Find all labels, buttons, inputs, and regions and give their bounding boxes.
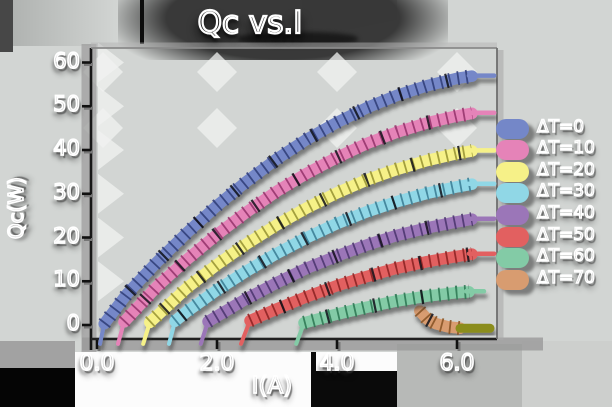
curve-marker-ticks xyxy=(302,284,470,330)
bottom-right-corner-panel xyxy=(522,341,612,407)
curve-ΔT=30 xyxy=(167,176,497,346)
y-tick-label: 40 xyxy=(52,135,80,161)
legend-label: ΔT=50 xyxy=(536,224,595,245)
curves xyxy=(98,68,497,346)
xtick-white-halo-panel xyxy=(316,352,397,371)
legend-label: ΔT=0 xyxy=(536,116,585,137)
top-black-line-artifact xyxy=(140,0,144,44)
x-axis-label: I(A) xyxy=(251,372,293,400)
bottom-left-gray-strip xyxy=(0,341,75,368)
legend-swatch xyxy=(496,118,529,139)
y-tick-label: 60 xyxy=(52,48,80,74)
top-left-gradient-artifact xyxy=(13,0,118,46)
curve-marker-ticks xyxy=(247,247,474,328)
bottom-left-black-rect xyxy=(0,368,75,407)
y-axis-label: Qc(W) xyxy=(3,176,29,240)
legend-label: ΔT=60 xyxy=(536,245,595,267)
xlabel-white-halo-panel xyxy=(75,352,311,407)
legend-swatch xyxy=(496,161,529,182)
bottom-black-gap xyxy=(311,352,316,407)
legend-swatch xyxy=(496,226,529,247)
y-tick-label: 30 xyxy=(52,179,80,205)
curve-band xyxy=(118,107,478,328)
chart-title: Qc vs.I xyxy=(196,4,303,42)
bottom-center-black-rect xyxy=(316,371,397,407)
y-tick-label: 50 xyxy=(52,91,80,117)
legend-swatch xyxy=(496,248,529,269)
legend-swatch xyxy=(496,183,529,204)
curve-ΔT=40 xyxy=(198,211,497,346)
curve-band xyxy=(98,70,478,330)
title-shadow-cloud xyxy=(118,0,448,60)
curve-ΔT=60 xyxy=(294,284,487,346)
legend-label: ΔT=40 xyxy=(536,202,595,223)
bottom-right-gray-panel xyxy=(397,344,522,407)
top-left-dark-strip xyxy=(0,0,13,52)
legend-label: ΔT=10 xyxy=(536,137,595,159)
y-tick-label: 20 xyxy=(52,223,80,249)
x-tick-label: 0.0 xyxy=(79,350,116,377)
y-tick-label: 10 xyxy=(52,266,80,292)
curve-ΔT=70 xyxy=(414,305,495,336)
x-tick-label: 2.0 xyxy=(199,350,236,377)
x-tick-label: 4.0 xyxy=(319,350,356,377)
legend-swatch xyxy=(496,140,529,161)
curve-marker-ticks xyxy=(170,177,474,327)
legend-label: ΔT=70 xyxy=(536,267,595,288)
curve-band xyxy=(144,145,478,329)
legend-label: ΔT=30 xyxy=(536,181,595,202)
legend-swatch xyxy=(496,269,529,290)
curve-band xyxy=(202,213,478,328)
curve-band xyxy=(414,305,466,334)
curve-ΔT=20 xyxy=(141,143,497,346)
curve-ΔT=10 xyxy=(116,106,497,346)
x-tick-label: 6.0 xyxy=(439,350,476,377)
legend-label: ΔT=20 xyxy=(536,159,595,180)
legend-swatch xyxy=(496,204,529,225)
y-tick-label: 0 xyxy=(66,310,81,336)
axis-ticks xyxy=(82,61,461,351)
curve-ΔT=0 xyxy=(98,68,497,346)
curve-ΔT=50 xyxy=(239,246,497,346)
axes-spine-shadows xyxy=(81,42,543,352)
